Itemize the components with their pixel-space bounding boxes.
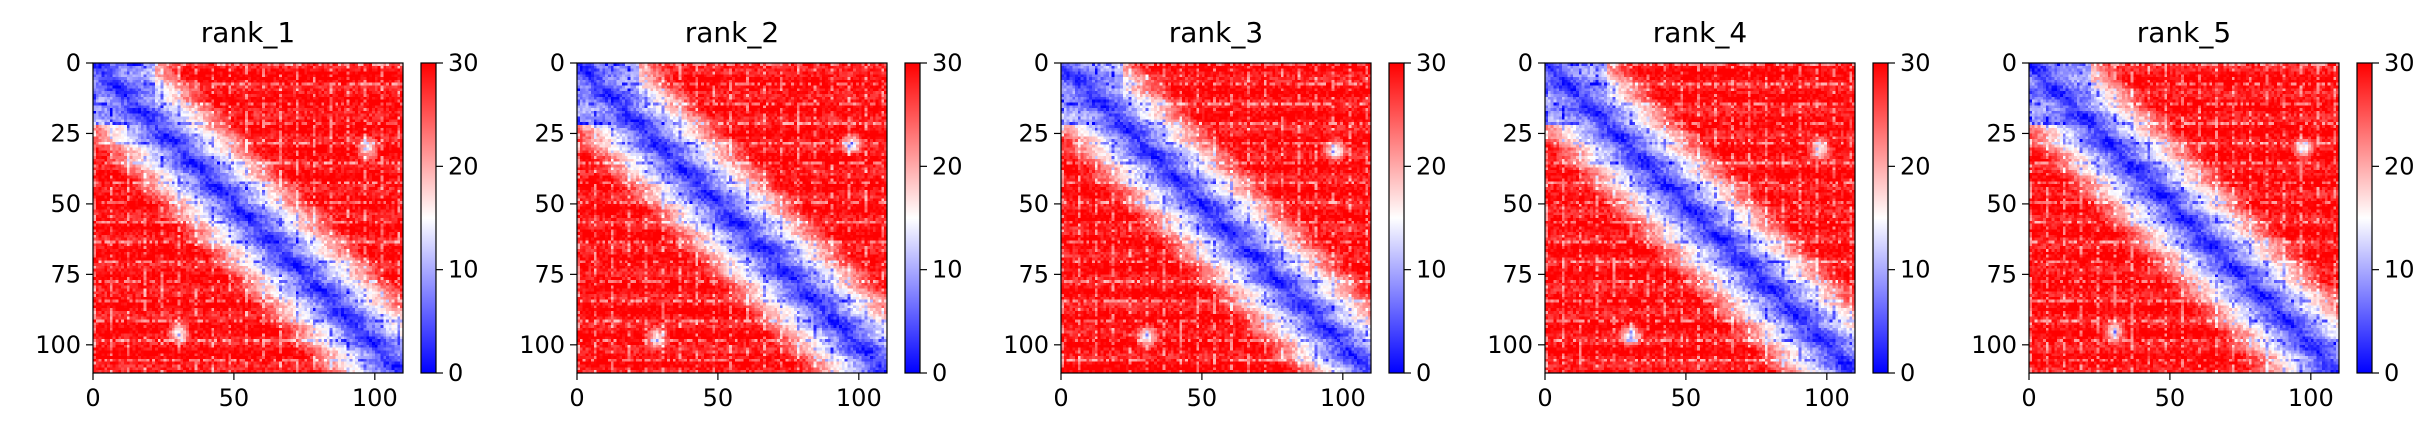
heatmap-cells (2029, 63, 2339, 373)
y-tick-label: 75 (1502, 260, 1533, 288)
x-tick-label: 100 (1320, 384, 1366, 412)
y-tick-label: 25 (50, 119, 81, 147)
y-tick-label: 0 (66, 49, 81, 77)
y-tick-label: 75 (534, 260, 565, 288)
x-tick-label: 50 (219, 384, 250, 412)
y-tick-label: 50 (1502, 190, 1533, 218)
y-tick-label: 100 (519, 331, 565, 359)
x-tick-label: 100 (352, 384, 398, 412)
y-tick-label: 0 (550, 49, 565, 77)
y-tick-label: 100 (1487, 331, 1533, 359)
colorbar-tick-label: 0 (2384, 359, 2399, 387)
x-tick-label: 0 (85, 384, 100, 412)
panel-title: rank_2 (685, 16, 779, 49)
colorbar-tick-label: 30 (448, 49, 479, 77)
y-tick-label: 25 (1986, 119, 2017, 147)
heatmap-cells (1061, 63, 1371, 373)
y-tick-label: 25 (1502, 119, 1533, 147)
y-tick-label: 0 (1518, 49, 1533, 77)
panel-title: rank_5 (2137, 16, 2231, 49)
y-tick-label: 100 (35, 331, 81, 359)
colorbar-tick-label: 20 (1900, 152, 1931, 180)
panel-title: rank_3 (1169, 16, 1263, 49)
x-tick-label: 0 (1537, 384, 1552, 412)
colorbar-tick-label: 20 (1416, 152, 1447, 180)
axes-frame (92, 62, 404, 374)
x-tick-label: 100 (1804, 384, 1850, 412)
axes-frame (1544, 62, 1856, 374)
colorbar (904, 62, 921, 374)
colorbar-tick-label: 10 (1900, 256, 1931, 284)
y-tick-label: 25 (534, 119, 565, 147)
y-tick-label: 75 (1986, 260, 2017, 288)
heatmap-cells (93, 63, 403, 373)
x-tick-label: 50 (1671, 384, 1702, 412)
colorbar-tick-label: 10 (2384, 256, 2415, 284)
heatmap-cells (1545, 63, 1855, 373)
y-tick-label: 100 (1003, 331, 1049, 359)
panel-title: rank_1 (201, 16, 295, 49)
colorbar-tick-label: 0 (1900, 359, 1915, 387)
colorbar (1388, 62, 1405, 374)
y-tick-label: 75 (50, 260, 81, 288)
colorbar-tick-label: 10 (932, 256, 963, 284)
colorbar-tick-label: 30 (2384, 49, 2415, 77)
colorbar-tick-label: 10 (1416, 256, 1447, 284)
y-tick-label: 50 (50, 190, 81, 218)
colorbar (2356, 62, 2373, 374)
x-tick-label: 50 (1187, 384, 1218, 412)
colorbar-tick-label: 30 (1900, 49, 1931, 77)
colorbar-tick-label: 30 (932, 49, 963, 77)
y-tick-label: 50 (534, 190, 565, 218)
colorbar-tick-label: 0 (1416, 359, 1431, 387)
x-tick-label: 100 (2288, 384, 2334, 412)
colorbar-tick-label: 20 (932, 152, 963, 180)
colorbar-tick-label: 20 (2384, 152, 2415, 180)
y-tick-label: 100 (1971, 331, 2017, 359)
axes-frame (1060, 62, 1372, 374)
axes-frame (2028, 62, 2340, 374)
y-tick-label: 0 (2002, 49, 2017, 77)
y-tick-label: 25 (1018, 119, 1049, 147)
colorbar-tick-label: 30 (1416, 49, 1447, 77)
y-tick-label: 75 (1018, 260, 1049, 288)
y-tick-label: 50 (1986, 190, 2017, 218)
x-tick-label: 50 (2155, 384, 2186, 412)
heatmap-cells (577, 63, 887, 373)
x-tick-label: 0 (1053, 384, 1068, 412)
y-tick-label: 0 (1034, 49, 1049, 77)
colorbar (1872, 62, 1889, 374)
y-tick-label: 50 (1018, 190, 1049, 218)
axes-frame (576, 62, 888, 374)
colorbar-tick-label: 10 (448, 256, 479, 284)
colorbar-tick-label: 0 (932, 359, 947, 387)
x-tick-label: 50 (703, 384, 734, 412)
colorbar-tick-label: 20 (448, 152, 479, 180)
x-tick-label: 100 (836, 384, 882, 412)
colorbar (420, 62, 437, 374)
x-tick-label: 0 (569, 384, 584, 412)
x-tick-label: 0 (2021, 384, 2036, 412)
colorbar-tick-label: 0 (448, 359, 463, 387)
panel-title: rank_4 (1653, 16, 1747, 49)
